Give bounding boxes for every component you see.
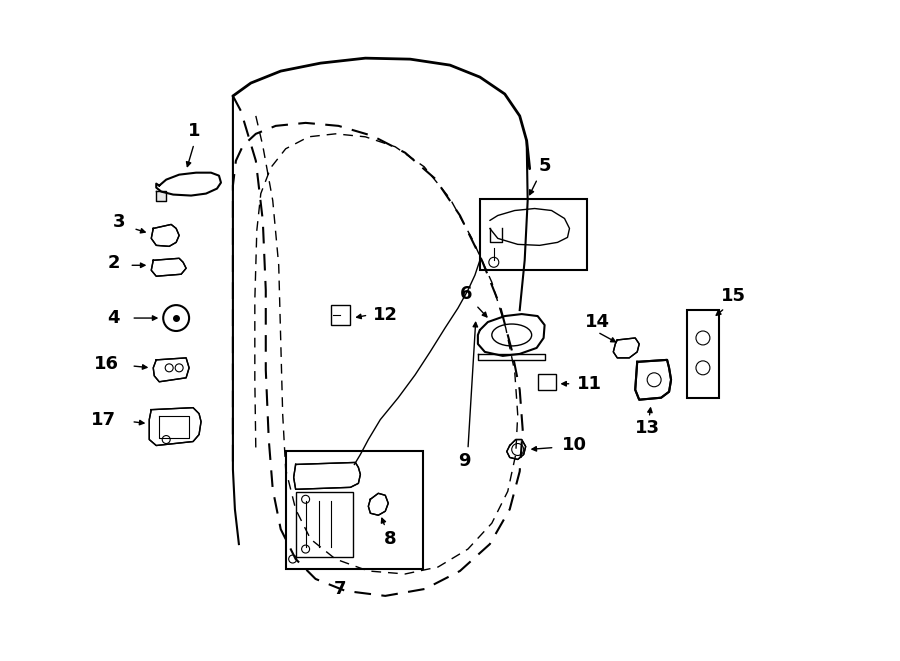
Bar bbox=[296, 492, 354, 557]
Text: 9: 9 bbox=[458, 452, 470, 471]
Polygon shape bbox=[368, 493, 388, 515]
Polygon shape bbox=[507, 440, 526, 459]
Bar bbox=[285, 451, 423, 569]
Polygon shape bbox=[151, 225, 179, 247]
Text: 4: 4 bbox=[107, 309, 120, 327]
Polygon shape bbox=[151, 258, 186, 276]
Text: 14: 14 bbox=[585, 313, 610, 331]
Text: 10: 10 bbox=[562, 436, 587, 453]
Text: 16: 16 bbox=[94, 355, 119, 373]
Bar bbox=[480, 198, 588, 270]
Polygon shape bbox=[149, 408, 201, 446]
Polygon shape bbox=[153, 358, 189, 382]
Polygon shape bbox=[613, 338, 639, 358]
Text: 1: 1 bbox=[188, 122, 201, 140]
Polygon shape bbox=[635, 360, 671, 400]
Polygon shape bbox=[157, 190, 166, 200]
Polygon shape bbox=[293, 463, 360, 489]
Text: 17: 17 bbox=[91, 410, 116, 428]
Bar bbox=[687, 310, 719, 398]
Text: 7: 7 bbox=[334, 580, 346, 598]
Text: 13: 13 bbox=[634, 418, 660, 436]
Text: 8: 8 bbox=[384, 530, 397, 548]
Text: 2: 2 bbox=[107, 254, 120, 272]
Bar bbox=[330, 305, 350, 325]
Text: 11: 11 bbox=[577, 375, 602, 393]
Text: 5: 5 bbox=[538, 157, 551, 175]
Text: 12: 12 bbox=[373, 306, 398, 324]
Bar bbox=[537, 374, 555, 390]
Text: 6: 6 bbox=[460, 285, 473, 303]
Text: 3: 3 bbox=[113, 214, 126, 231]
Text: 15: 15 bbox=[721, 287, 746, 305]
